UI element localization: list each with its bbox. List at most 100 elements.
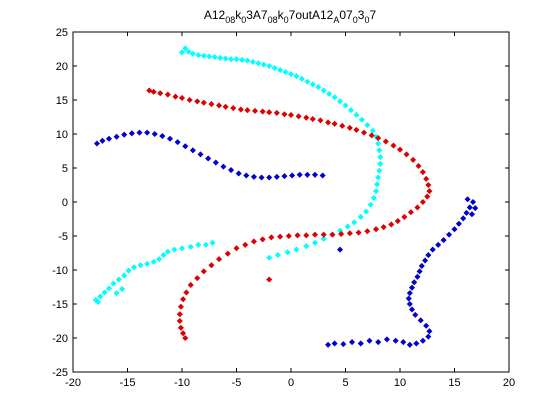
data-point-series-3 [418,262,425,269]
data-point-series-1 [364,122,371,129]
data-point-series-1 [367,201,374,208]
data-point-series-3 [243,172,250,179]
data-point-series-2 [200,268,207,275]
data-point-series-3 [151,130,158,138]
data-point-series-2 [303,114,310,121]
data-point-series-3 [136,129,143,136]
data-point-series-1 [125,267,132,274]
data-point-series-2 [285,232,292,240]
data-point-series-2 [259,236,266,243]
data-point-series-1 [320,87,327,94]
data-point-series-3 [419,337,426,344]
data-point-series-3 [289,172,296,179]
data-point-series-3 [423,322,430,329]
x-tick-label: -5 [232,377,242,389]
data-point-series-1 [370,194,377,201]
data-point-series-1 [375,174,382,181]
data-point-series-1 [293,246,300,253]
data-point-series-2 [233,245,240,252]
data-point-series-2 [380,224,387,231]
data-point-series-2 [390,142,397,149]
data-point-series-3 [128,130,135,137]
data-point-series-1 [342,102,349,109]
data-point-series-3 [220,163,227,170]
data-point-series-1 [185,48,192,55]
data-point-series-1 [249,58,256,65]
data-point-series-2 [309,116,316,123]
data-point-series-2 [230,105,237,112]
data-point-series-3 [451,226,458,233]
data-point-series-1 [160,252,167,259]
data-point-series-3 [411,279,418,286]
title-part: A [333,15,339,25]
data-point-series-2 [146,87,153,94]
data-point-series-1 [377,154,384,161]
y-tick-label: -10 [52,265,68,277]
data-point-series-1 [369,127,376,134]
data-point-series-1 [315,84,322,91]
data-point-series-2 [180,296,187,303]
plot-area [72,31,510,373]
data-point-series-3 [446,231,453,238]
data-point-series-2 [281,111,288,118]
data-point-series-3 [408,306,416,313]
x-tick-label: -15 [120,377,136,389]
data-point-series-1 [277,67,284,74]
data-point-series-2 [361,129,368,136]
data-point-series-2 [208,101,215,108]
data-point-series-1 [255,60,262,67]
data-point-series-1 [178,49,186,56]
data-point-series-2 [244,107,251,114]
x-tick-label: 5 [342,377,348,389]
data-point-series-1 [110,280,117,287]
data-point-series-3 [357,340,364,347]
data-point-series-1 [189,50,196,57]
data-point-series-2 [414,204,421,211]
data-point-series-1 [377,160,384,167]
data-point-series-2 [382,138,389,145]
data-point-series-3 [422,257,429,264]
data-point-series-1 [164,248,171,255]
data-point-series-3 [304,171,311,178]
data-point-series-2 [187,281,194,288]
data-point-series-3 [406,300,413,308]
data-point-series-1 [357,213,364,220]
x-tick-label: 10 [394,377,406,389]
y-tick-label: 15 [56,95,68,107]
data-point-series-1 [228,56,235,63]
data-point-series-1 [113,290,120,297]
data-point-series-2 [410,156,417,163]
data-point-series-3 [296,171,303,178]
data-point-series-2 [325,119,332,126]
data-point-series-1 [287,71,295,78]
data-point-series-1 [101,289,108,296]
data-point-series-3 [121,131,128,138]
data-point-series-2 [216,102,223,109]
data-point-series-1 [353,111,360,118]
data-point-series-2 [268,234,275,241]
data-point-series-2 [176,311,183,318]
data-point-series-1 [171,246,178,253]
data-point-series-3 [425,252,432,259]
title-part: 7 [369,8,376,22]
data-point-series-1 [209,239,216,246]
data-point-series-3 [337,246,344,253]
data-point-series-2 [320,231,327,238]
data-point-series-3 [417,317,424,324]
data-point-series-2 [252,107,259,114]
data-point-series-1 [195,52,202,59]
data-point-series-3 [105,135,112,142]
data-point-series-2 [172,93,179,100]
data-point-series-3 [212,159,219,166]
x-tick-label: -20 [65,377,81,389]
data-point-series-1 [337,98,344,105]
data-point-series-3 [325,341,332,348]
title-part: 3A7 [246,8,268,22]
data-point-series-1 [311,239,319,246]
data-point-series-3 [93,140,101,147]
data-point-series-2 [250,238,257,245]
data-point-series-2 [182,334,189,342]
data-point-series-3 [468,211,475,218]
data-point-series-3 [466,204,473,211]
data-point-series-1 [202,241,210,248]
